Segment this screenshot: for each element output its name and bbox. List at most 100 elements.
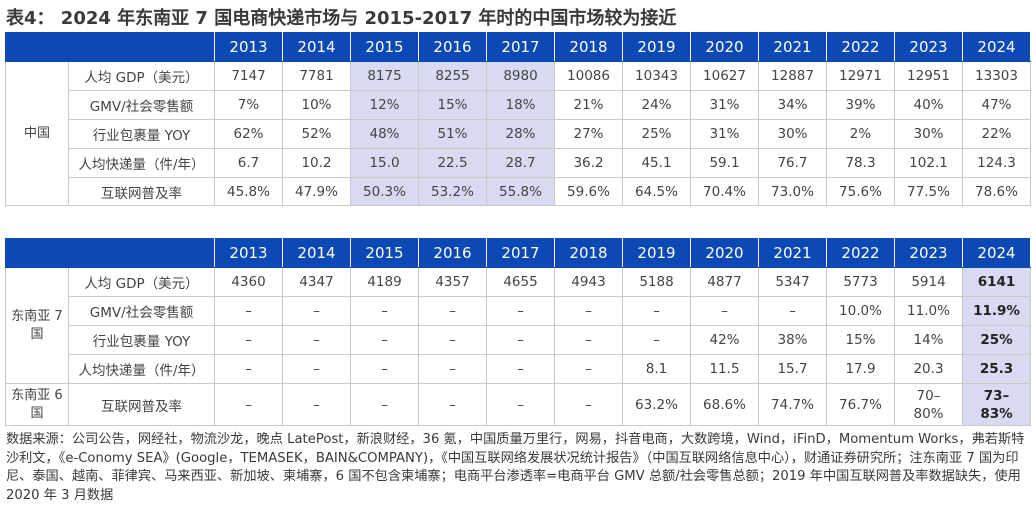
value-cell: 64.5% [622,177,691,206]
table-row: GMV/社会零售额 – – – – – – – – –10.0% 11.0% 11.9% [6,296,1031,326]
value-cell: – [622,296,691,326]
year-header: 2013 [214,238,283,268]
value-cell: 70– 80% [894,383,963,426]
year-header: 2022 [826,238,895,268]
value-cell: 22.5 [418,148,487,178]
value-cell: 4655 [486,267,555,297]
value-cell: – [214,325,283,355]
value-cell: – [418,354,487,384]
year-header: 2017 [486,32,555,62]
value-cell: 28% [486,119,555,149]
header-row: 2013 2014 2015 2016 2017 2018 2019 2020 … [5,238,1031,268]
year-header: 2024 [962,238,1031,268]
value-cell: 10% [282,90,351,120]
year-header: 2018 [554,238,623,268]
indicator-label: 人均快递量（件/年） [68,354,215,384]
value-cell: – [282,383,351,426]
value-cell: 4347 [282,267,351,297]
value-cell: 14% [894,325,963,355]
year-header: 2020 [690,32,759,62]
table-row: 互联网普及率 45.8% 47.9% 50.3% 53.2% 55.8% 59.6% 64.5… [6,177,1031,206]
value-cell: 4360 [214,267,283,297]
indicator-label: 互联网普及率 [68,177,215,206]
value-cell: 21% [554,90,623,120]
value-cell: 40% [894,90,963,120]
value-cell: 7147 [214,61,283,91]
year-header: 2022 [826,32,895,62]
value-cell: 10627 [690,61,759,91]
year-header: 2021 [758,32,827,62]
value-cell: 4357 [418,267,487,297]
value-cell: 42% [690,325,759,355]
year-header: 2018 [554,32,623,62]
value-cell: 10086 [554,61,623,91]
value-cell: 5188 [622,267,691,297]
value-cell: – [554,296,623,326]
value-cell: 11.5 [690,354,759,384]
value-cell: 7% [214,90,283,120]
value-cell: – [350,325,419,355]
value-cell: – [554,383,623,426]
value-cell: 63.2% [622,383,691,426]
value-cell: 7781 [282,61,351,91]
value-cell: – [214,383,283,426]
value-cell: 15% [418,90,487,120]
southeast-asia-market-table: 2013 2014 2015 2016 2017 2018 2019 2020 … [5,238,1031,426]
value-cell: 8980 [486,61,555,91]
indicator-label: 人均快递量（件/年） [68,148,215,178]
value-cell: – [758,296,827,326]
value-cell: 6.7 [214,148,283,178]
value-cell: 12951 [894,61,963,91]
value-cell: 48% [350,119,419,149]
indicator-label: 人均 GDP（美元） [68,267,215,297]
value-cell: – [282,325,351,355]
year-header: 2015 [350,238,419,268]
value-cell: – [282,296,351,326]
value-cell: – [418,296,487,326]
value-cell: 28.7 [486,148,555,178]
value-cell: 53.2% [418,177,487,206]
year-header: 2019 [622,32,691,62]
indicator-label: GMV/社会零售额 [68,90,215,120]
value-cell: – [486,296,555,326]
year-header: 2016 [418,238,487,268]
country-label: 东南亚 7 国 [5,267,69,384]
value-cell: – [622,325,691,355]
value-cell: 25.3 [962,354,1031,384]
value-cell: 45.8% [214,177,283,206]
value-cell: 20.3 [894,354,963,384]
value-cell: – [554,354,623,384]
value-cell: 59.1 [690,148,759,178]
value-cell: – [690,296,759,326]
value-cell: 12% [350,90,419,120]
value-cell: 102.1 [894,148,963,178]
value-cell: 50.3% [350,177,419,206]
year-header: 2015 [350,32,419,62]
table-row: 人均快递量（件/年） – – – – – –8.1 11.5 15.7 17.9 20.3 25.3 [6,354,1031,384]
country-label: 东南亚 6 国 [5,383,69,426]
value-cell: – [214,296,283,326]
value-cell: – [554,325,623,355]
value-cell: 36.2 [554,148,623,178]
value-cell: 73– 83% [962,383,1031,426]
value-cell: 10.0% [826,296,895,326]
indicator-label: 人均 GDP（美元） [68,61,215,91]
indicator-label: GMV/社会零售额 [68,296,215,326]
indicator-label: 互联网普及率 [68,383,215,426]
country-label: 中国 [5,61,69,206]
value-cell: 31% [690,90,759,120]
value-cell: – [418,325,487,355]
value-cell: 17.9 [826,354,895,384]
source-note: 数据来源：公司公告，网经社，物流沙龙，晚点 LatePost，新浪财经，36 氪… [6,432,1025,503]
year-header: 2023 [894,32,963,62]
value-cell: 39% [826,90,895,120]
value-cell: 15.7 [758,354,827,384]
value-cell: 78.6% [962,177,1031,206]
value-cell: 12887 [758,61,827,91]
value-cell: 8.1 [622,354,691,384]
value-cell: 47.9% [282,177,351,206]
value-cell: 51% [418,119,487,149]
header-row: 2013 2014 2015 2016 2017 2018 2019 2020 … [5,32,1031,62]
table-title: 表4： 2024 年东南亚 7 国电商快递市场与 2015-2017 年时的中国… [6,8,677,29]
table-row: GMV/社会零售额 7% 10% 12% 15% 18% 21% 24% 31% 34% 39% 40… [6,90,1031,120]
